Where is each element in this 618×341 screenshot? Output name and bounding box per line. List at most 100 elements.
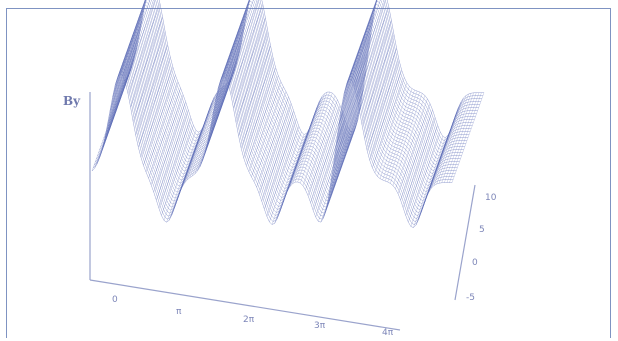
mesh-line-y bbox=[269, 131, 302, 222]
mesh-line-y bbox=[243, 67, 276, 158]
mesh-line-y bbox=[274, 133, 307, 224]
mesh-line-y bbox=[212, 24, 246, 115]
mesh-line-y bbox=[310, 112, 343, 203]
mesh-line-y bbox=[161, 125, 194, 216]
mesh-line-y bbox=[395, 98, 428, 189]
mesh-line-y bbox=[271, 134, 305, 225]
mesh-line-y bbox=[238, 45, 271, 136]
x-tick-label: 0 bbox=[112, 295, 118, 305]
mesh-line-y bbox=[264, 118, 297, 210]
mesh-line-y bbox=[230, 4, 264, 95]
mesh-line-y bbox=[166, 132, 199, 223]
mesh-line-y bbox=[372, 77, 405, 168]
mesh-line-y bbox=[433, 95, 467, 186]
mesh-line-y bbox=[228, 0, 259, 85]
mesh-line-y bbox=[258, 103, 292, 194]
mesh-line-y bbox=[320, 132, 354, 223]
mesh-line-y bbox=[150, 94, 184, 185]
mesh-line-y bbox=[405, 125, 438, 216]
mesh-line-y bbox=[192, 85, 225, 176]
y-axis-line bbox=[454, 184, 476, 301]
mesh-line-y bbox=[369, 70, 402, 161]
mesh-line-y bbox=[302, 95, 336, 186]
mesh-line-y bbox=[145, 81, 179, 173]
y-tick-label: 10 bbox=[485, 193, 497, 203]
mesh-line-y bbox=[366, 60, 400, 151]
mesh-line-y bbox=[305, 99, 338, 190]
mesh-line-y bbox=[359, 20, 392, 111]
mesh-line-y bbox=[248, 81, 282, 172]
mesh-line-x bbox=[91, 73, 452, 228]
y-tick-label: 5 bbox=[479, 225, 485, 235]
mesh-line-y bbox=[114, 0, 146, 86]
mesh-line-y bbox=[217, 0, 250, 89]
mesh-line-y bbox=[127, 3, 161, 94]
mesh-line-y bbox=[215, 10, 248, 101]
mesh-line-y bbox=[397, 103, 431, 194]
z-axis-label: By bbox=[63, 94, 81, 108]
mesh-line-y bbox=[143, 75, 176, 166]
mesh-line-y bbox=[261, 110, 294, 202]
mesh-line-y bbox=[140, 67, 174, 158]
x-tick-label: 2π bbox=[243, 315, 255, 325]
y-tick-label: -5 bbox=[466, 293, 475, 303]
mesh-line-y bbox=[328, 106, 361, 197]
mesh-line-y bbox=[107, 34, 140, 125]
mesh-line-y bbox=[266, 126, 300, 217]
mesh-line-y bbox=[202, 70, 235, 161]
mesh-line-y bbox=[400, 109, 433, 201]
mesh-line-y bbox=[120, 0, 147, 74]
mesh-line-y bbox=[163, 130, 197, 221]
mesh-line-y bbox=[449, 92, 482, 183]
mesh-line-y bbox=[338, 34, 372, 125]
mesh-line-y bbox=[410, 136, 444, 227]
mesh-line-y bbox=[436, 93, 469, 185]
mesh-line-y bbox=[354, 0, 386, 87]
y-tick-labels: 10 5 0 -5 bbox=[466, 193, 497, 303]
mesh-line-y bbox=[330, 90, 364, 181]
mesh-line-y bbox=[382, 89, 415, 181]
mesh-line-y bbox=[138, 57, 171, 148]
y-tick-label: 0 bbox=[472, 258, 478, 268]
mesh-line-y bbox=[189, 87, 222, 178]
mesh-line-y bbox=[312, 120, 346, 211]
mesh-line-y bbox=[336, 53, 369, 144]
mesh-line-y bbox=[408, 132, 441, 223]
mesh-line-y bbox=[148, 88, 181, 179]
mesh-line-y bbox=[135, 45, 168, 136]
mesh-line-y bbox=[318, 131, 351, 222]
mesh-line-y bbox=[251, 86, 284, 177]
mesh-line-y bbox=[186, 89, 220, 180]
mesh-line-y bbox=[323, 128, 356, 219]
mesh-line-y bbox=[246, 75, 279, 166]
mesh-line-y bbox=[351, 0, 381, 81]
mesh-line-y bbox=[444, 92, 477, 183]
mesh-line-y bbox=[184, 92, 217, 184]
mesh-line-y bbox=[390, 93, 423, 184]
mesh-line-y bbox=[125, 0, 156, 83]
mesh-line-y bbox=[225, 0, 254, 78]
mesh-line-y bbox=[204, 62, 238, 153]
mesh-line-y bbox=[441, 92, 474, 183]
mesh-line-y bbox=[179, 103, 212, 194]
mesh-line-y bbox=[130, 17, 163, 108]
mesh-line-y bbox=[426, 107, 459, 198]
mesh-line-y bbox=[132, 31, 166, 122]
mesh-line-y bbox=[292, 93, 325, 184]
mesh-line-y bbox=[415, 135, 449, 226]
x-tick-labels: 0 π 2π 3π 4π bbox=[112, 295, 394, 338]
mesh-line-y bbox=[117, 0, 146, 78]
mesh-line-y bbox=[220, 0, 250, 81]
mesh-line-y bbox=[341, 17, 374, 108]
mesh-line-y bbox=[104, 47, 138, 138]
axes: By bbox=[63, 92, 476, 331]
mesh-line-y bbox=[240, 57, 274, 148]
mesh-line-y bbox=[112, 6, 145, 98]
mesh-line-y bbox=[379, 88, 413, 179]
mesh-line-y bbox=[102, 58, 135, 149]
mesh-line-y bbox=[307, 105, 341, 196]
mesh-line-y bbox=[374, 82, 408, 173]
mesh-line-y bbox=[222, 0, 251, 77]
mesh-line-x bbox=[92, 70, 454, 225]
